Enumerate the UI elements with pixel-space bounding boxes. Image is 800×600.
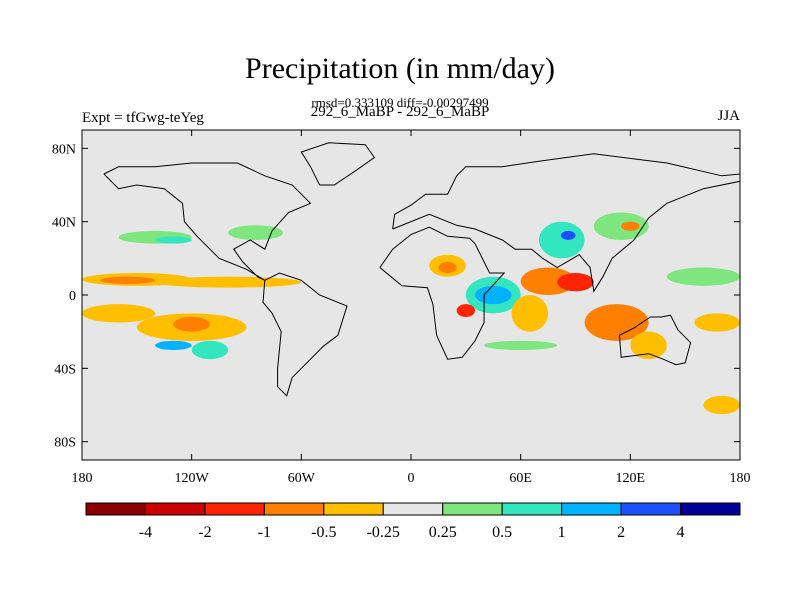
case-label: 292_6_MaBP - 292_6_MaBP [310, 104, 490, 120]
plot-area [82, 130, 740, 460]
precip-region-2 [100, 276, 156, 285]
precip-region-26 [666, 267, 740, 286]
colorbar-label-8: 2 [617, 524, 625, 541]
colorbar-swatch-5 [382, 502, 444, 516]
colorbar: -4 -2 -1 -0.5 -0.25 0.25 0.5 1 2 4 [85, 502, 741, 541]
south-america-outline [262, 272, 348, 397]
precip-region-24 [630, 331, 667, 360]
diff-value: -0.00297499 [422, 95, 489, 110]
precip-region-5 [173, 317, 210, 332]
precip-region-22 [621, 221, 640, 231]
precip-region-27 [703, 395, 740, 415]
colorbar-swatch-6 [442, 502, 503, 516]
precip-region-12 [438, 262, 457, 273]
colorbar-swatch-1 [144, 502, 206, 516]
precip-region-7 [191, 340, 229, 360]
precip-region-16 [511, 295, 549, 332]
precip-region-25 [694, 313, 740, 332]
map-background [82, 130, 740, 460]
precip-region-18 [557, 273, 594, 292]
x-tick-label-2: 60W [288, 471, 316, 486]
precip-region-6 [155, 340, 192, 350]
expt-label: Expt = tfGwg-teYeg [82, 110, 204, 126]
colorbar-label-6: 0.5 [492, 524, 512, 541]
precip-region-19 [538, 221, 585, 259]
precip-region-20 [560, 230, 576, 241]
x-tick-label-3: 0 [408, 471, 415, 486]
precip-region-14 [474, 285, 512, 305]
colorbar-swatch-0 [85, 502, 146, 516]
colorbar-label-3: -0.5 [311, 524, 336, 541]
colorbar-label-1: -2 [198, 524, 211, 541]
colorbar-swatch-3 [263, 502, 325, 516]
axes: 180 120W 60W 0 60E 120E 180 80N 40N 0 40S 80S [52, 129, 751, 486]
precip-region-23 [584, 304, 649, 341]
rmsd-label: rmsd= [311, 95, 345, 110]
colorbar-swatch-2 [204, 502, 265, 516]
y-tick-label-4: 80S [54, 436, 76, 451]
rmsd-value: 0.333109 [344, 95, 394, 110]
x-tick-label-1: 120W [175, 471, 210, 486]
chart-title: Precipitation (in mm/day) [245, 52, 555, 85]
x-tick-label-5: 120E [616, 471, 646, 486]
y-tick-label-0: 80N [52, 142, 76, 157]
australia-outline [618, 314, 692, 366]
colorbar-swatch-7 [501, 502, 563, 516]
colorbar-label-0: -4 [139, 524, 152, 541]
africa-outline [379, 226, 506, 360]
eurasia-outline [392, 153, 741, 293]
colorbar-swatch-10 [680, 502, 741, 516]
colorbar-swatch-9 [620, 502, 682, 516]
x-tick-label-0: 180 [72, 471, 93, 486]
colorbar-label-7: 1 [558, 524, 566, 541]
season-label: JJA [717, 108, 740, 124]
y-tick-label-3: 40S [54, 362, 76, 377]
precip-region-3 [82, 304, 156, 323]
x-tick-label-4: 60E [509, 471, 532, 486]
precip-region-15 [456, 304, 475, 318]
x-tick-label-6: 180 [730, 471, 751, 486]
colorbar-label-9: 4 [677, 524, 685, 541]
greenland-outline [300, 142, 376, 186]
north-america-outline [103, 162, 312, 281]
stats-line: rmsd=0.333109 diff=-0.00297499 [0, 95, 800, 111]
colorbar-label-4: -0.25 [367, 524, 400, 541]
colorbar-label-2: -1 [258, 524, 271, 541]
precip-region-10 [228, 225, 284, 241]
diff-label: diff= [396, 95, 423, 110]
colorbar-swatch-8 [561, 502, 622, 516]
y-tick-label-1: 40N [52, 216, 76, 231]
colorbar-label-5: 0.25 [429, 524, 457, 541]
y-tick-label-2: 0 [69, 289, 76, 304]
coastlines [103, 142, 741, 397]
precip-region-1 [155, 276, 302, 288]
precip-region-28 [484, 340, 558, 350]
colorbar-swatch-4 [323, 502, 384, 516]
precip-region-9 [155, 236, 192, 244]
